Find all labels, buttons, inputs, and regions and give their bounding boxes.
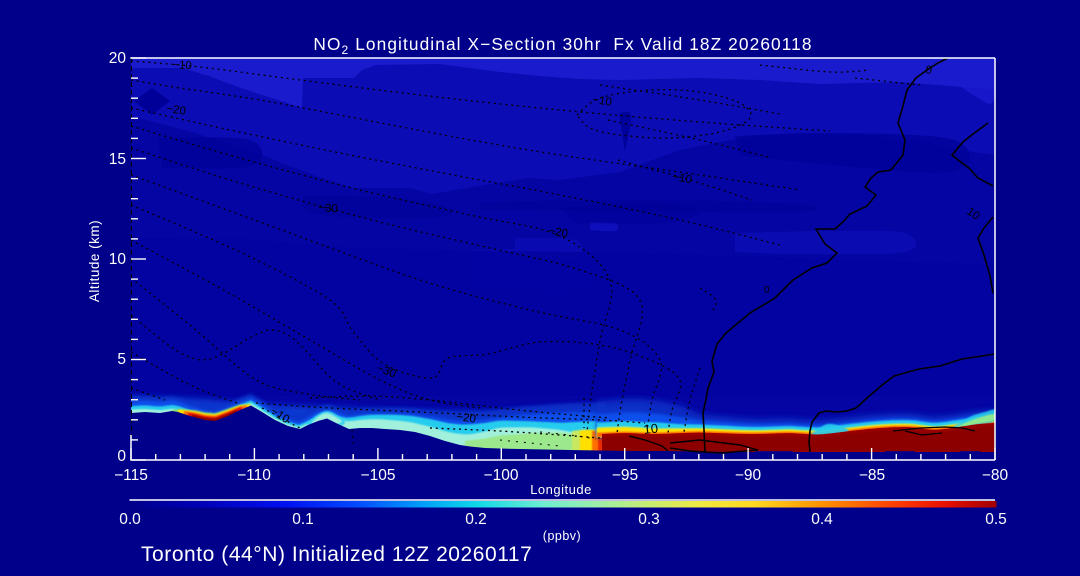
svg-text:−95: −95 xyxy=(612,467,638,484)
svg-text:−10: −10 xyxy=(172,59,192,72)
svg-text:15: 15 xyxy=(109,151,126,168)
svg-text:−90: −90 xyxy=(735,467,762,484)
svg-text:−30: −30 xyxy=(318,202,338,215)
svg-text:−20: −20 xyxy=(547,225,568,240)
svg-text:0.3: 0.3 xyxy=(638,511,660,528)
svg-text:−80: −80 xyxy=(982,467,1009,484)
svg-text:0.1: 0.1 xyxy=(292,511,314,528)
svg-text:0.4: 0.4 xyxy=(811,511,833,528)
svg-text:5: 5 xyxy=(117,351,126,368)
svg-text:0: 0 xyxy=(764,285,770,296)
svg-text:10: 10 xyxy=(109,251,127,268)
svg-text:Longitude: Longitude xyxy=(530,482,592,497)
svg-text:−20: −20 xyxy=(166,103,187,118)
svg-text:0.5: 0.5 xyxy=(985,511,1007,528)
svg-text:0: 0 xyxy=(117,448,126,465)
svg-text:−10: −10 xyxy=(592,94,613,109)
svg-text:NO2 Longitudinal X−Section 30h: NO2 Longitudinal X−Section 30hr Fx Valid… xyxy=(313,34,812,57)
svg-text:20: 20 xyxy=(109,50,127,67)
svg-text:−100: −100 xyxy=(484,467,519,484)
svg-text:10: 10 xyxy=(643,421,659,437)
svg-text:−110: −110 xyxy=(237,467,271,484)
svg-text:Toronto (44°N) Initialized 12Z: Toronto (44°N) Initialized 12Z 20260117 xyxy=(141,543,532,566)
svg-text:−85: −85 xyxy=(859,467,885,484)
svg-text:0.2: 0.2 xyxy=(465,511,487,528)
svg-text:Altitude (km): Altitude (km) xyxy=(87,220,102,302)
svg-text:−20: −20 xyxy=(456,411,477,426)
svg-text:0.0: 0.0 xyxy=(119,511,141,528)
svg-text:−10: −10 xyxy=(671,171,692,186)
svg-text:(ppbv): (ppbv) xyxy=(543,529,581,543)
svg-text:−115: −115 xyxy=(114,467,148,484)
svg-text:0: 0 xyxy=(924,64,932,77)
svg-text:−105: −105 xyxy=(361,467,396,484)
